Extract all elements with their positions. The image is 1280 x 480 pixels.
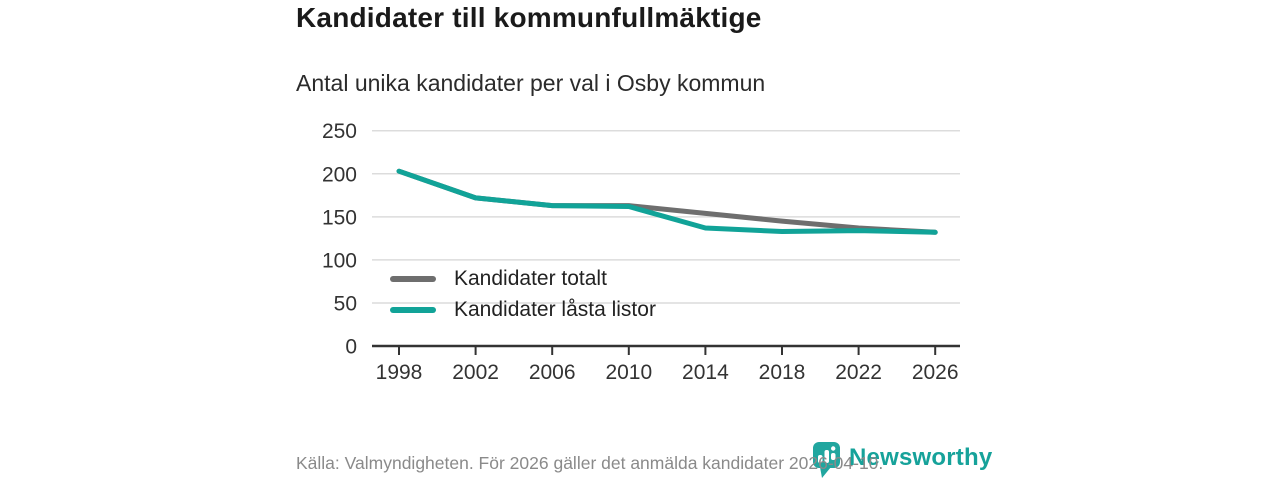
chart-title: Kandidater till kommunfullmäktige [296, 2, 762, 33]
legend-item-locked-lists: Kandidater låsta listor [390, 298, 656, 321]
series-line-locked-lists [396, 168, 938, 235]
chart-legend: Kandidater totalt Kandidater låsta listo… [390, 267, 656, 321]
x-axis-label: 2006 [529, 361, 576, 384]
x-axis-label: 2018 [759, 361, 806, 384]
legend-swatch-locked-lists [390, 307, 436, 313]
legend-item-total: Kandidater totalt [390, 267, 656, 290]
legend-swatch-total [390, 276, 436, 282]
y-axis-label: 150 [322, 206, 357, 229]
newsworthy-logo-text: Newsworthy [849, 444, 993, 471]
source-note: Källa: Valmyndigheten. För 2026 gäller d… [296, 453, 884, 473]
y-axis-label: 250 [322, 120, 357, 143]
x-axis-label: 2002 [452, 361, 499, 384]
x-axis-label: 2010 [605, 361, 652, 384]
y-axis-label: 200 [322, 163, 357, 186]
x-axis-label: 2026 [912, 361, 959, 384]
bar-chart-bubble-icon [813, 442, 840, 478]
y-axis-label: 100 [322, 249, 357, 272]
x-axis-label: 1998 [376, 361, 423, 384]
x-axis-label: 2022 [835, 361, 882, 384]
legend-label-total: Kandidater totalt [454, 267, 607, 290]
x-axis-label: 2014 [682, 361, 729, 384]
chart-subtitle: Antal unika kandidater per val i Osby ko… [296, 70, 766, 96]
series-line-total [396, 168, 938, 235]
y-axis-label: 50 [334, 292, 357, 315]
y-axis-label: 0 [345, 336, 357, 359]
newsworthy-logo: Newsworthy [812, 441, 992, 479]
legend-label-locked-lists: Kandidater låsta listor [454, 298, 656, 321]
